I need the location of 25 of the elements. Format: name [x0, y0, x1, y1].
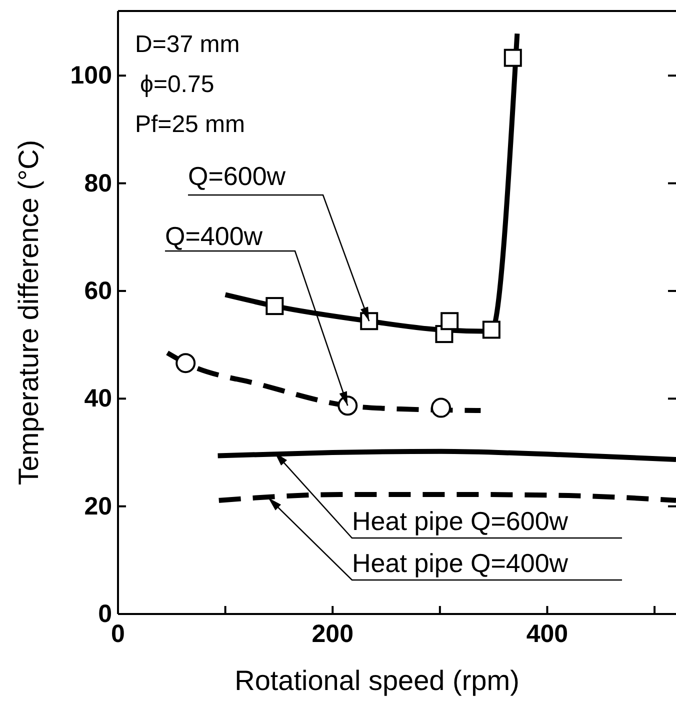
point [360, 312, 378, 330]
point [176, 353, 196, 374]
annotation: Heat pipe Q=400w [352, 548, 568, 578]
y-tick-label: 80 [84, 169, 112, 198]
y-axis-title: Temperature difference (°C) [13, 140, 44, 486]
y-tick-label: 20 [84, 492, 112, 520]
x-tick-label: 400 [526, 620, 568, 648]
y-tick-label: 100 [70, 62, 112, 90]
point [440, 312, 459, 330]
annotation: Q=400w [165, 221, 263, 251]
annotation: D=37 mm [135, 31, 240, 58]
x-axis-title: Rotational speed (rpm) [234, 665, 520, 696]
y-tick-label: 40 [84, 384, 112, 413]
point [338, 396, 358, 416]
annotation: Pf=25 mm [135, 111, 246, 138]
annotation: Heat pipe Q=600w [352, 506, 568, 536]
point [504, 48, 522, 67]
x-tick-label: 200 [312, 620, 354, 648]
annotation: ϕ=0.75 [140, 71, 214, 98]
y-tick-label: 60 [84, 276, 112, 305]
point [430, 398, 451, 418]
y-tick-label: 0 [98, 600, 112, 628]
point [266, 297, 284, 316]
point [482, 320, 500, 339]
annotation: Q=600w [188, 161, 286, 191]
